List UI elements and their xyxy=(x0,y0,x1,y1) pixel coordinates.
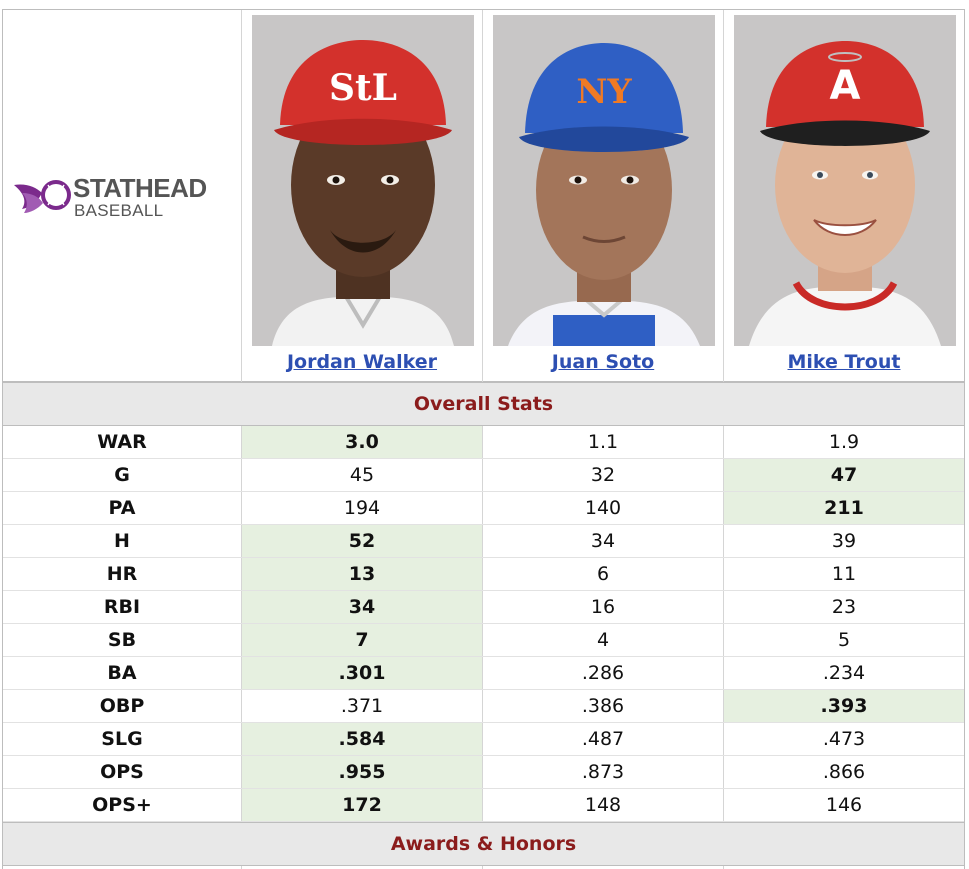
player-photo[interactable]: NY xyxy=(493,15,715,346)
stat-value-player-3: .234 xyxy=(822,662,866,684)
player-headshot-icon: StL xyxy=(252,15,474,346)
stat-value-player-2: 148 xyxy=(483,789,724,821)
stat-value-player-1: 3.0 xyxy=(242,426,483,458)
stat-row-ops-plus: OPS+ 172 148 146 xyxy=(3,789,964,822)
stat-label: RBI xyxy=(3,591,242,623)
stat-row-h: H 52 34 39 xyxy=(3,525,964,558)
stathead-wing-icon xyxy=(14,180,71,213)
stat-value-player-3: .866 xyxy=(822,761,866,783)
section-header-awards: Awards & Honors xyxy=(3,822,964,866)
stat-value-player-2: .873 xyxy=(483,756,724,788)
logo-cell: STATHEAD BASEBALL xyxy=(3,10,242,382)
stat-label: PA xyxy=(3,492,242,524)
svg-text:StL: StL xyxy=(329,67,397,109)
player-photo[interactable]: StL xyxy=(252,15,474,346)
stat-value-player-2: 4 xyxy=(483,624,724,656)
logo-text-stathead: STATHEAD xyxy=(73,173,207,203)
stat-row-ba: BA .301.286 .234 xyxy=(3,657,964,690)
stathead-logo[interactable]: STATHEAD BASEBALL xyxy=(12,173,238,223)
stat-row-slg: SLG .584.487 .473 xyxy=(3,723,964,756)
stat-label: BA xyxy=(3,657,242,689)
stat-value-player-3: 11 xyxy=(831,563,857,585)
stat-value-player-3: 47 xyxy=(724,459,964,491)
stat-value-player-2: 140 xyxy=(483,492,724,524)
stat-value-player-1: 52 xyxy=(242,525,483,557)
stat-label: OBP xyxy=(3,690,242,722)
stat-value-player-3: 1.9 xyxy=(828,431,860,453)
stat-value-player-1: .301 xyxy=(242,657,483,689)
stat-label: OPS xyxy=(3,756,242,788)
stat-label: HR xyxy=(3,558,242,590)
stat-value-player-2: .386 xyxy=(483,690,724,722)
stat-value-player-2: 16 xyxy=(483,591,724,623)
player-name-link[interactable]: Juan Soto xyxy=(551,351,655,373)
stat-value-player-2: 6 xyxy=(483,558,724,590)
stat-value-player-1: 45 xyxy=(242,459,483,491)
stat-label: SLG xyxy=(3,723,242,755)
stat-value-player-3: 39 xyxy=(831,530,857,552)
stat-value-player-1: 13 xyxy=(242,558,483,590)
player-name-link[interactable]: Mike Trout xyxy=(787,351,901,373)
stat-row-rbi: RBI 34 16 23 xyxy=(3,591,964,624)
stat-value-player-1: .955 xyxy=(242,756,483,788)
svg-text:A: A xyxy=(830,63,861,109)
player-cell-2: NY Juan Soto xyxy=(483,10,724,382)
stat-value-player-3: 5 xyxy=(837,629,851,651)
stat-value-player-2: 32 xyxy=(483,459,724,491)
stat-value-player-3: 211 xyxy=(724,492,964,524)
stat-row-hr: HR 13 6 11 xyxy=(3,558,964,591)
player-headshot-icon: NY xyxy=(493,15,715,346)
stat-row-war: WAR 3.0 1.1 1.9 xyxy=(3,426,964,459)
stat-label: G xyxy=(3,459,242,491)
player-cell-3: A Mike Trout xyxy=(724,10,964,382)
header-row: STATHEAD BASEBALL xyxy=(3,10,964,382)
stat-value-player-2: .487 xyxy=(483,723,724,755)
awards-row-partial xyxy=(3,866,964,869)
section-header-overall-stats: Overall Stats xyxy=(3,382,964,426)
stat-value-player-1: 172 xyxy=(242,789,483,821)
stat-value-player-2: 1.1 xyxy=(483,426,724,458)
stat-row-sb: SB 7 4 5 xyxy=(3,624,964,657)
stat-value-player-1: 194 xyxy=(242,492,483,524)
stat-value-player-3: .473 xyxy=(822,728,866,750)
comparison-table: STATHEAD BASEBALL xyxy=(2,9,965,869)
stat-label: OPS+ xyxy=(3,789,242,821)
stat-label: SB xyxy=(3,624,242,656)
svg-text:NY: NY xyxy=(576,72,632,112)
stat-value-player-1: 7 xyxy=(242,624,483,656)
stat-value-player-3: 146 xyxy=(825,794,863,816)
stat-row-pa: PA 194 140 211 xyxy=(3,492,964,525)
player-headshot-icon: A xyxy=(734,15,956,346)
player-name-link[interactable]: Jordan Walker xyxy=(286,351,438,373)
stat-value-player-1: 34 xyxy=(242,591,483,623)
stat-row-ops: OPS .955.873 .866 xyxy=(3,756,964,789)
stat-label: H xyxy=(3,525,242,557)
stat-value-player-2: 34 xyxy=(483,525,724,557)
stat-value-player-3: 23 xyxy=(831,596,857,618)
stat-value-player-1: .371 xyxy=(242,690,483,722)
stat-row-g: G 45 32 47 xyxy=(3,459,964,492)
stat-label: WAR xyxy=(3,426,242,458)
stat-value-player-1: .584 xyxy=(242,723,483,755)
player-photo[interactable]: A xyxy=(734,15,956,346)
player-cell-1: StL Jordan Walker xyxy=(242,10,483,382)
logo-text-baseball: BASEBALL xyxy=(74,201,164,220)
stat-row-obp: OBP .371.386.393 xyxy=(3,690,964,723)
stat-value-player-2: .286 xyxy=(483,657,724,689)
stat-value-player-3: .393 xyxy=(724,690,964,722)
